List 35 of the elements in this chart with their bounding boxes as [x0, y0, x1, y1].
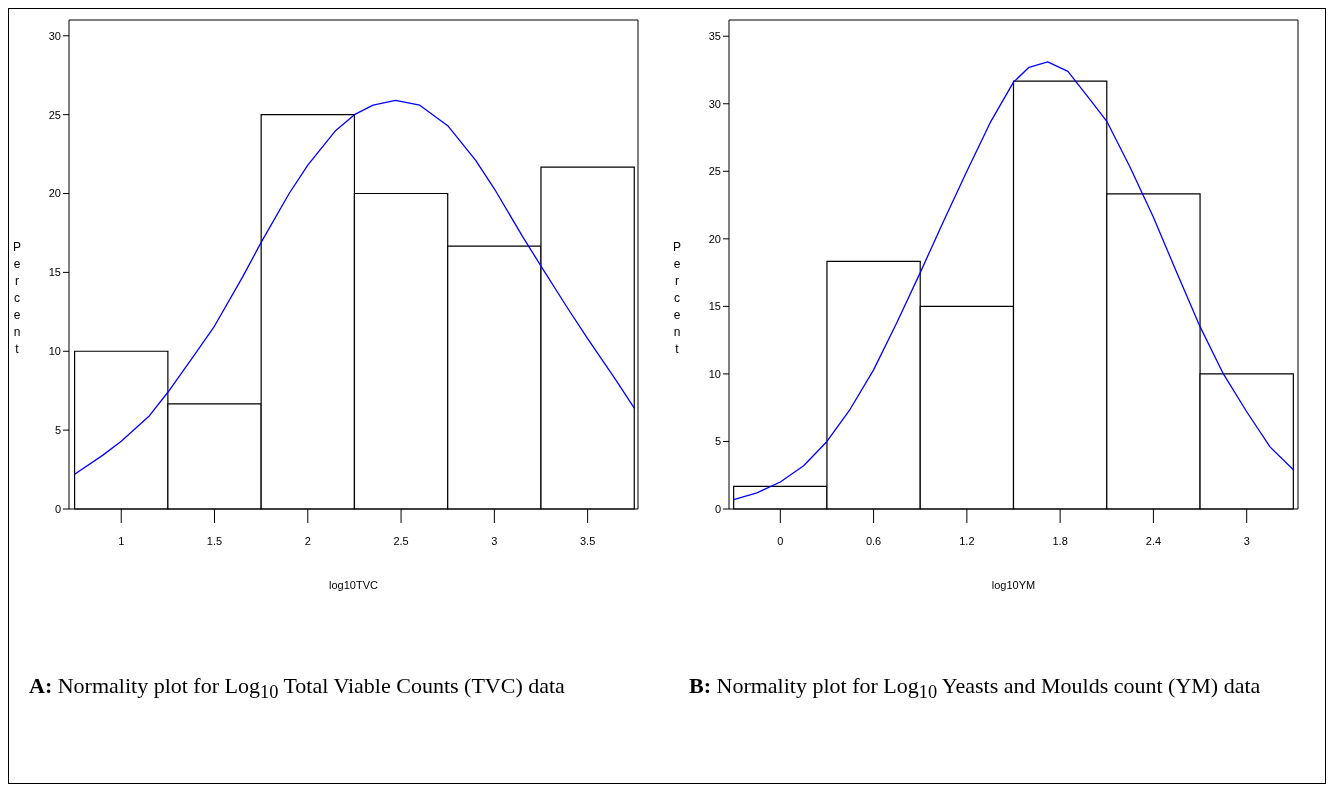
x-tick-label: 0: [777, 534, 784, 547]
x-axis-title: log10TVC: [329, 579, 379, 591]
y-tick-label: 15: [708, 300, 721, 313]
y-tick-label: 10: [48, 345, 61, 358]
text: B: Normality plot for Log$_{10}$ Yeasts and Moulds count (YM) data: [689, 673, 1261, 703]
y-tick-label: 15: [48, 266, 61, 279]
line-series: [73, 99, 635, 475]
x-tick-label: 1.5: [206, 534, 223, 547]
y-tick-label: 0: [714, 502, 721, 515]
x-tick-label: 1: [118, 534, 125, 547]
y-tick-label: 20: [48, 187, 61, 200]
y-tick-label: 0: [54, 502, 61, 515]
y-tick-label: 30: [48, 29, 61, 42]
y-tick-label: 25: [708, 165, 721, 178]
x-tick-label: 3: [1243, 534, 1250, 547]
y-axis-title: Percent: [13, 239, 22, 358]
x-tick-label: 3.5: [579, 534, 596, 547]
x-tick-label: 3: [491, 534, 498, 547]
x-tick-label: 2: [304, 534, 311, 547]
y-tick-label: 25: [48, 108, 61, 121]
text: A: Normality plot for Log$_{10}$ Total Viable Counts (TVC) data: [29, 673, 565, 703]
line-series: [733, 61, 1294, 501]
x-tick-label: 1.2: [959, 534, 975, 547]
x-tick-label: 1.8: [1052, 534, 1068, 547]
y-tick-label: 5: [54, 424, 61, 437]
y-tick-label: 5: [714, 435, 721, 448]
y-tick-label: 10: [708, 367, 721, 380]
y-axis-title: Percent: [673, 239, 682, 358]
x-tick-label: 2.4: [1145, 534, 1162, 547]
y-tick-label: 30: [708, 97, 721, 110]
x-axis-title: log10YM: [991, 579, 1036, 591]
y-tick-label: 35: [708, 30, 721, 43]
x-tick-label: 2.5: [393, 534, 409, 547]
x-tick-label: 0.6: [865, 534, 882, 547]
y-tick-label: 20: [708, 232, 721, 245]
